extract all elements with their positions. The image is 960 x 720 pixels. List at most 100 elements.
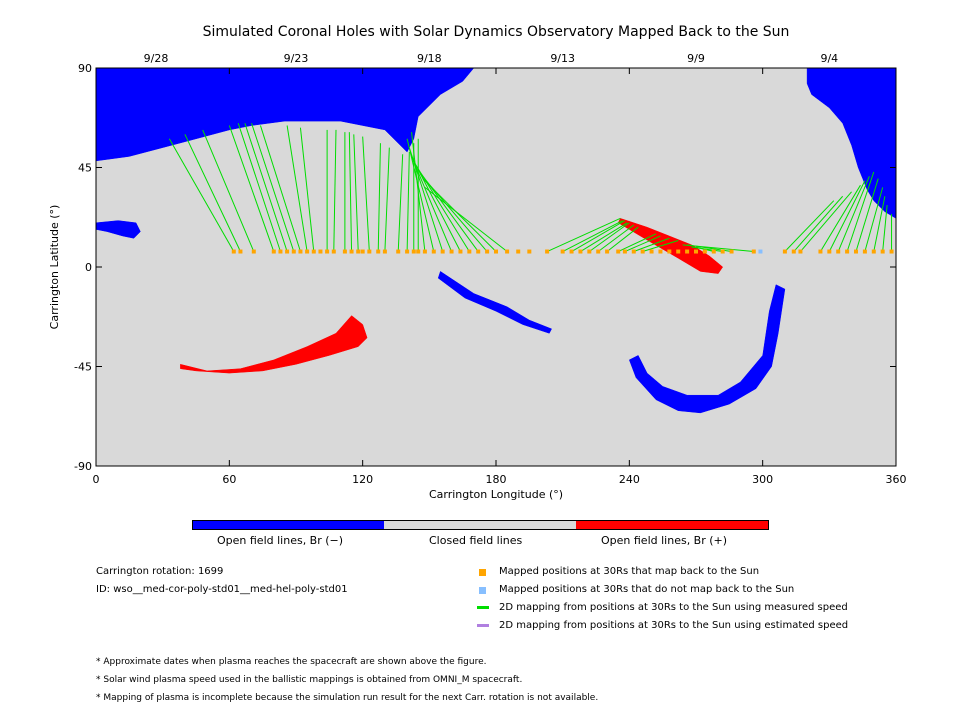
mapped-point-31 — [485, 249, 490, 254]
mapped-point-5 — [285, 249, 290, 254]
mapped-point-41 — [596, 249, 601, 254]
field-line-45 — [691, 246, 723, 253]
x-axis-label: Carrington Longitude (°) — [429, 488, 563, 501]
y-tick-label-90: 90 — [78, 62, 92, 75]
mapped-point-36 — [545, 249, 550, 254]
field-line-14 — [353, 134, 359, 252]
field-line-7 — [259, 125, 301, 252]
mapped-point-0 — [231, 249, 236, 254]
date-label-3: 9/13 — [550, 52, 575, 65]
coronal-hole-negative-0 — [95, 67, 475, 162]
field-line-36 — [589, 222, 630, 252]
field-line-39 — [618, 233, 657, 252]
mapped-point-59 — [791, 249, 796, 254]
field-line-52 — [837, 176, 870, 252]
x-tick-label-180: 180 — [486, 473, 507, 486]
mapped-point-64 — [845, 249, 850, 254]
date-label-5: 9/4 — [820, 52, 838, 65]
mapped-point-34 — [516, 249, 521, 254]
mapped-point-21 — [405, 249, 410, 254]
colorbar-label-negative: Open field lines, Br (−) — [217, 534, 344, 547]
mapped-point-56 — [729, 249, 734, 254]
date-label-1: 9/23 — [284, 52, 309, 65]
mapped-point-54 — [711, 249, 716, 254]
field-line-47 — [784, 200, 835, 252]
field-line-15 — [362, 136, 370, 252]
mapped-point-30 — [476, 249, 481, 254]
mapped-point-55 — [720, 249, 725, 254]
field-line-53 — [846, 171, 875, 252]
note-1: * Approximate dates when plasma reaches … — [96, 657, 487, 667]
mapped-point-28 — [458, 249, 463, 254]
mapped-point-15 — [356, 249, 361, 254]
mapped-point-40 — [587, 249, 592, 254]
y-tick-label--45: -45 — [74, 361, 92, 374]
mapped-yes-swatch — [479, 569, 486, 576]
mapped-point-12 — [331, 249, 336, 254]
field-line-9 — [299, 127, 315, 252]
legend-mapped-no: Mapped positions at 30Rs that do not map… — [499, 584, 795, 595]
coronal-hole-negative-4 — [437, 271, 552, 334]
field-line-8 — [286, 125, 308, 252]
mapped-point-22 — [411, 249, 416, 254]
mapped-point-57 — [751, 249, 756, 254]
field-line-18 — [397, 154, 404, 252]
field-line-25 — [411, 156, 453, 252]
mapped-point-37 — [560, 249, 565, 254]
field-line-19 — [406, 152, 410, 252]
field-line-30 — [422, 178, 497, 252]
mapped-point-42 — [605, 249, 610, 254]
mapped-point-3 — [271, 249, 276, 254]
mapped-point-33 — [505, 249, 510, 254]
coronal-hole-negative-2 — [806, 67, 897, 219]
mapped-point-35 — [527, 249, 532, 254]
y-axis-label: Carrington Latitude (°) — [48, 205, 61, 330]
field-line-48 — [793, 195, 844, 252]
field-line-22 — [411, 132, 426, 252]
x-tick-label-360: 360 — [886, 473, 907, 486]
mapped-no-swatch — [479, 587, 486, 594]
mapped-point-29 — [467, 249, 472, 254]
field-line-31 — [424, 187, 508, 252]
measured-speed-swatch — [477, 606, 489, 609]
mapped-point-38 — [569, 249, 574, 254]
note-3: * Mapping of plasma is incomplete becaus… — [96, 693, 599, 703]
y-tick-label--90: -90 — [74, 460, 92, 473]
mapped-point-18 — [376, 249, 381, 254]
field-line-11 — [333, 129, 337, 252]
coronal-hole-positive-6 — [617, 218, 724, 274]
mapped-point-4 — [278, 249, 283, 254]
field-line-17 — [384, 147, 390, 252]
field-line-40 — [624, 235, 661, 252]
mapped-point-2 — [251, 249, 256, 254]
field-line-41 — [633, 237, 670, 252]
mapped-point-9 — [311, 249, 316, 254]
mapped-point-66 — [862, 249, 867, 254]
mapped-point-50 — [676, 249, 681, 254]
mapped-point-20 — [396, 249, 401, 254]
field-line-46 — [695, 246, 714, 253]
mapped-point-61 — [818, 249, 823, 254]
unmapped-point-0 — [758, 249, 763, 254]
field-line-51 — [828, 180, 866, 252]
mapped-point-7 — [298, 249, 303, 254]
field-line-13 — [348, 132, 353, 252]
colorbar-label-closed: Closed field lines — [429, 534, 523, 547]
mapped-point-23 — [416, 249, 421, 254]
coronal-hole-positive-5 — [180, 315, 368, 374]
y-tick-label-0: 0 — [85, 261, 92, 274]
mapped-point-69 — [889, 249, 894, 254]
carrington-rotation: Carrington rotation: 1699 — [96, 566, 224, 577]
field-line-4 — [237, 123, 281, 252]
x-tick-label-0: 0 — [93, 473, 100, 486]
note-2: * Solar wind plasma speed used in the ba… — [96, 675, 523, 685]
mapped-point-14 — [349, 249, 354, 254]
simulation-id: ID: wso__med-cor-poly-std01__med-hel-pol… — [96, 584, 348, 595]
plot-background — [96, 68, 896, 466]
mapped-point-25 — [431, 249, 436, 254]
field-line-3 — [228, 125, 275, 252]
mapped-point-48 — [658, 249, 663, 254]
colorbar-negative — [192, 520, 384, 529]
colorbar-label-positive: Open field lines, Br (+) — [601, 534, 728, 547]
